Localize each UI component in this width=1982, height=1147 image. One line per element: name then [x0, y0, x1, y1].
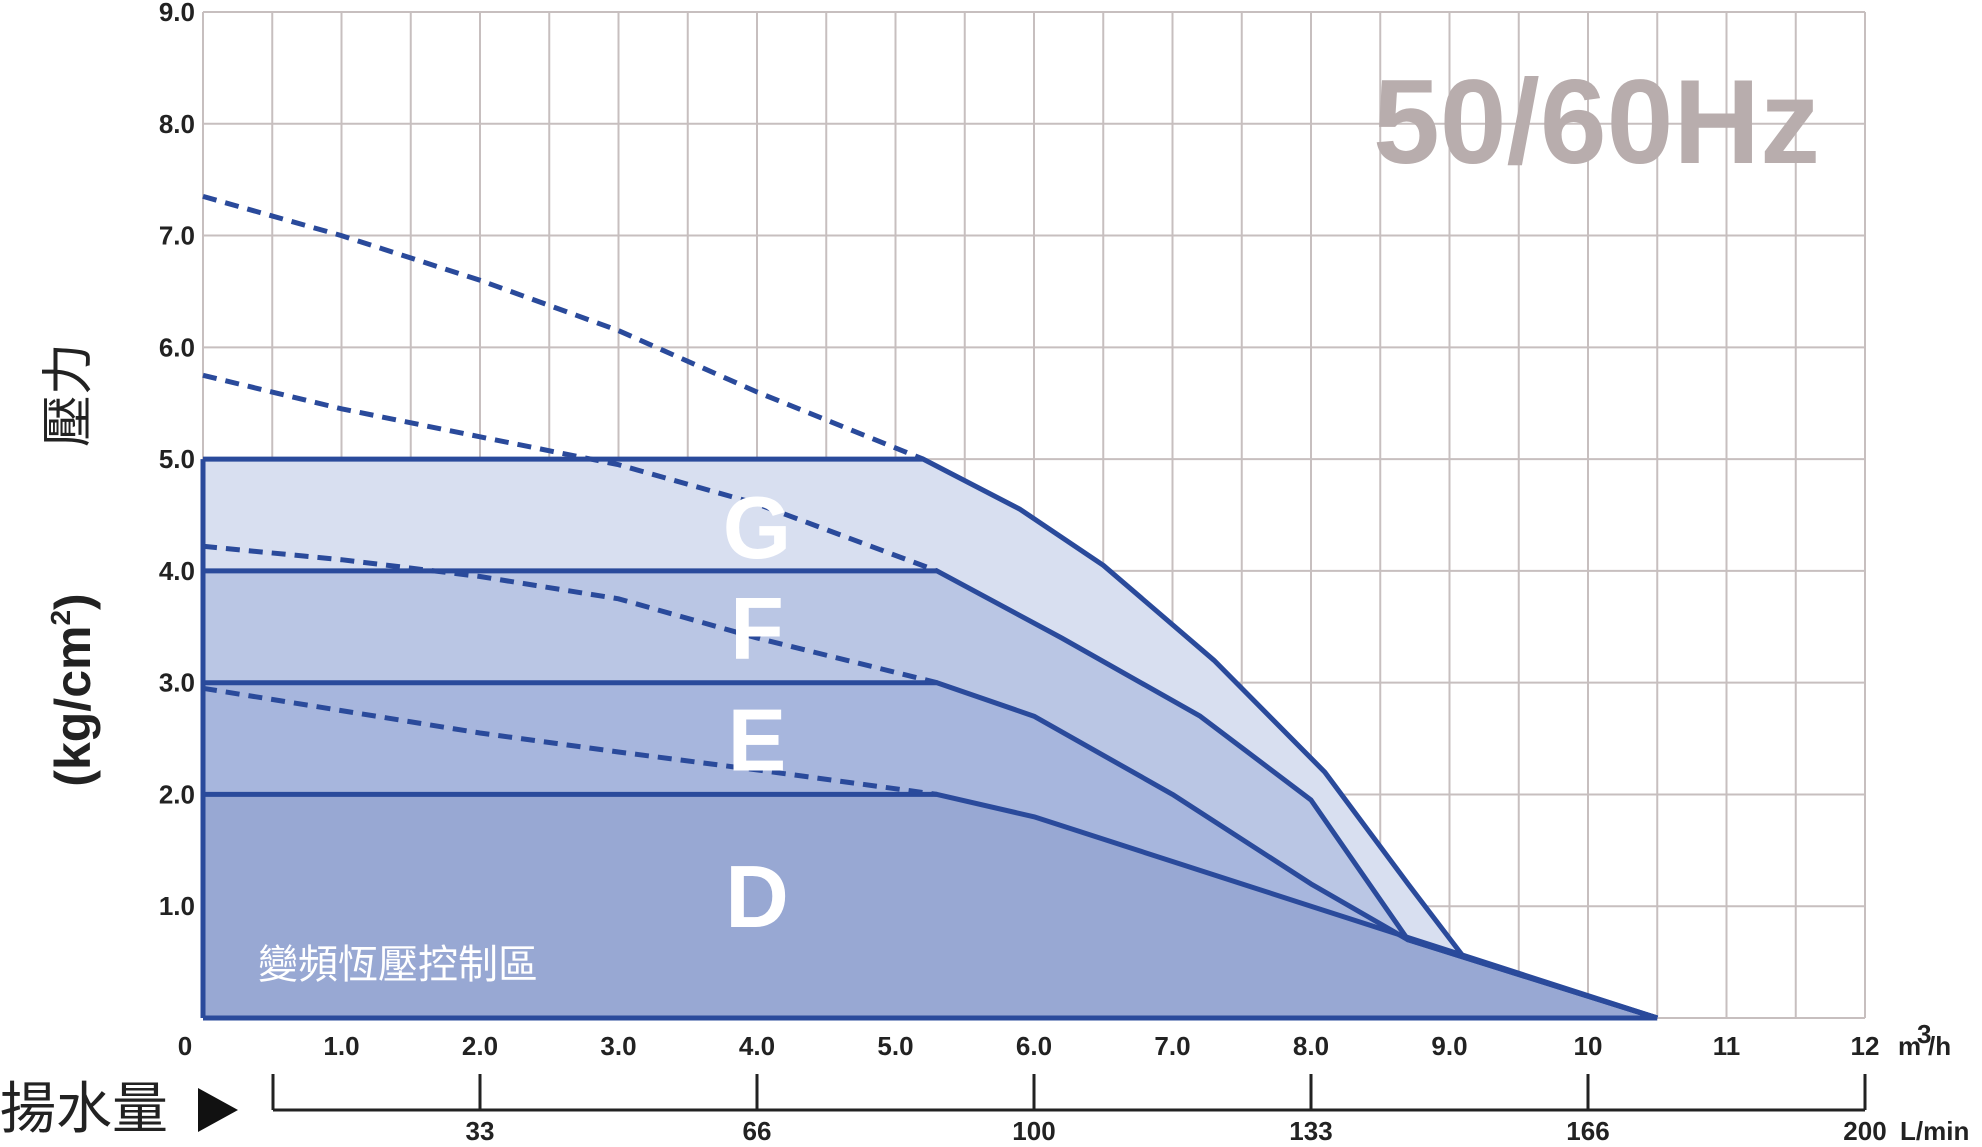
zone-label-E: E: [728, 691, 787, 790]
frequency-badge: 50/60Hz: [1373, 55, 1820, 189]
y-axis-title: (kg/cm2) 壓力: [39, 343, 101, 787]
x-unit-bottom: L/min: [1900, 1116, 1969, 1142]
zone-label-G: G: [723, 478, 791, 577]
shutoff-curve-F: [202, 372, 938, 574]
axes: 9.0 8.0 7.0 6.0 5.0 4.0 3.0 2.0 1.0 0 1.0 2.0 3.0 4.0…: [159, 0, 1970, 1146]
shutoff-curve-G: [202, 193, 925, 462]
shutoff-curve-D: [202, 685, 938, 797]
zone-areas: [203, 459, 1658, 1019]
y-tick-label: 4.0: [159, 556, 195, 586]
flow-tick-label: 33: [466, 1116, 495, 1142]
y-tick-label: 5.0: [159, 444, 195, 474]
y-axis-cjk-label: 壓力: [39, 343, 99, 447]
y-axis-unit-label: (kg/cm2): [45, 593, 101, 786]
y-tick-label: 2.0: [159, 779, 195, 809]
shutoff-curve-E: [202, 543, 938, 686]
x-unit-top: m: [1898, 1031, 1921, 1061]
x-tick-label: 1.0: [323, 1031, 359, 1061]
x-tick-label: 3.0: [600, 1031, 636, 1061]
zone-curve-G: [203, 456, 1659, 1021]
y-tick-label: 8.0: [159, 109, 195, 139]
x-axis-title: 揚水量: [0, 1077, 168, 1142]
x-tick-label: 5.0: [877, 1031, 913, 1061]
zone-area-D: [203, 794, 1658, 1018]
flow-tick-label: 66: [743, 1116, 772, 1142]
zone-label-D: D: [725, 847, 789, 946]
x-unit-top-superscript: 3: [1917, 1019, 1931, 1049]
x-tick-label: 6.0: [1016, 1031, 1052, 1061]
zone-curves: [200, 193, 1659, 1021]
zone-label-F: F: [730, 579, 784, 678]
y-tick-label: 1.0: [159, 891, 195, 921]
flow-tick-label: 133: [1289, 1116, 1332, 1142]
x-tick-label: 7.0: [1154, 1031, 1190, 1061]
x-unit-top-rest: /h: [1928, 1031, 1951, 1061]
x-tick-label: 2.0: [462, 1031, 498, 1061]
x-tick-label: 10: [1574, 1031, 1603, 1061]
control-region-label: 變頻恆壓控制區: [258, 942, 538, 988]
x-axis-arrow-icon: [198, 1088, 238, 1132]
x-tick-label: 9.0: [1431, 1031, 1467, 1061]
y-tick-label: 3.0: [159, 668, 195, 698]
x-tick-label: 12: [1851, 1031, 1880, 1061]
x-tick-label: 11: [1713, 1031, 1741, 1061]
x-tick-label: 0: [178, 1031, 192, 1061]
flow-tick-label: 100: [1012, 1116, 1055, 1142]
x-tick-label: 8.0: [1293, 1031, 1329, 1061]
y-tick-label: 7.0: [159, 221, 195, 251]
x-tick-label: 4.0: [739, 1031, 775, 1061]
y-tick-label: 9.0: [159, 0, 195, 27]
y-tick-label: 6.0: [159, 332, 195, 362]
flow-tick-label: 200: [1843, 1116, 1886, 1142]
flow-tick-label: 166: [1566, 1116, 1609, 1142]
